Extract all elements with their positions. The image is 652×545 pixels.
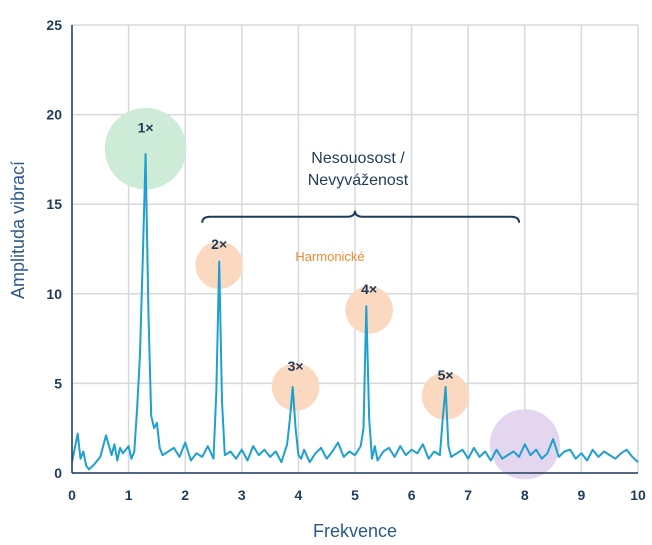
x-tick-label: 6 [408,487,416,503]
x-tick-label: 2 [181,487,189,503]
x-tick-label: 10 [630,487,646,503]
annotation-misalignment: Nesouosost / [311,150,405,167]
y-tick-label: 15 [46,196,62,212]
y-tick-label: 0 [54,465,62,481]
axis-layer: 0 1 2 3 4 5 6 7 8 9 10 0 5 10 15 20 25 [46,17,646,503]
series-layer [71,153,639,471]
peak-label: 4× [361,281,377,297]
y-tick-label: 25 [46,17,62,33]
x-tick-label: 8 [521,487,529,503]
x-tick-label: 0 [68,487,76,503]
x-tick-label: 3 [238,487,246,503]
y-tick-label: 10 [46,286,62,302]
x-tick-label: 1 [125,487,133,503]
x-tick-label: 4 [295,487,303,503]
peak-label-layer: 1× 2× 3× 4× 5× [138,120,454,383]
x-tick-label: 9 [578,487,586,503]
peak-highlight-circle [104,107,187,190]
brace-layer [201,210,521,223]
peak-label: 3× [288,358,304,374]
x-tick-label: 5 [351,487,359,503]
annotation-harmonics: Harmonické [295,249,364,264]
marker-layer [104,107,560,480]
y-tick-label: 20 [46,107,62,123]
annotation-imbalance: Nevyváženost [308,172,409,189]
peak-label: 2× [211,236,227,252]
peak-label: 5× [438,367,454,383]
y-axis-title: Amplituda vibrací [8,161,28,299]
misalignment-brace [201,210,521,223]
spectrum-series-line [71,153,639,471]
x-axis-title: Frekvence [313,521,397,541]
peak-highlight-circle [271,363,320,411]
peak-highlight-circle [345,286,393,334]
y-tick-label: 5 [54,375,62,391]
x-tick-label: 7 [464,487,472,503]
peak-label: 1× [138,120,154,136]
